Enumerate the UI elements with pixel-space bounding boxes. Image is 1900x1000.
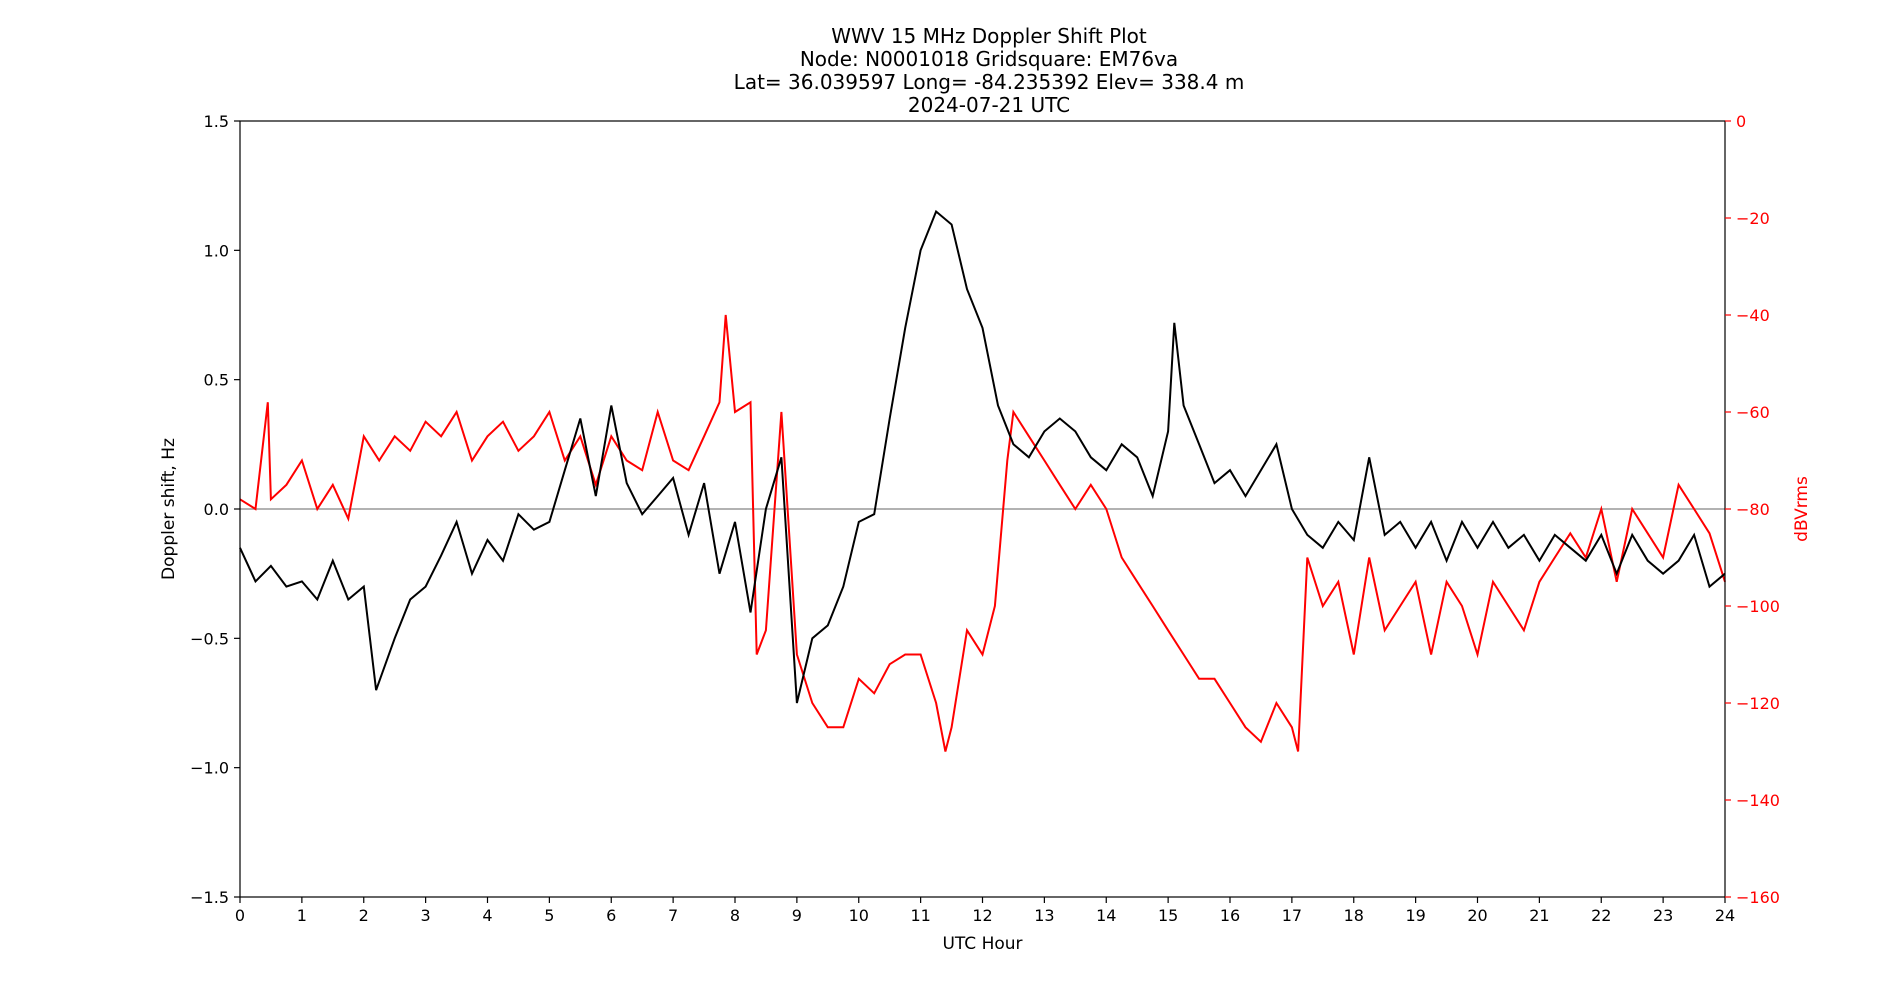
y-right-tick-label: −100 — [1736, 597, 1780, 616]
x-tick-label: 7 — [668, 906, 678, 925]
x-tick-label: 10 — [849, 906, 869, 925]
x-tick-label: 15 — [1158, 906, 1178, 925]
y-right-tick-label: −20 — [1736, 209, 1770, 228]
y-axis-label-left: Doppler shift, Hz — [159, 438, 179, 580]
x-tick-label: 6 — [606, 906, 616, 925]
y-left-tick-label: −0.5 — [190, 629, 229, 648]
x-tick-label: 3 — [421, 906, 431, 925]
chart-title-line-4: 2024-07-21 UTC — [908, 93, 1070, 117]
chart-title-line-1: WWV 15 MHz Doppler Shift Plot — [831, 24, 1147, 48]
x-axis-label: UTC Hour — [942, 934, 1022, 954]
x-tick-label: 18 — [1344, 906, 1364, 925]
x-tick-label: 13 — [1034, 906, 1054, 925]
y-left-tick-label: −1.0 — [190, 759, 229, 778]
x-tick-label: 21 — [1529, 906, 1549, 925]
x-tick-label: 12 — [972, 906, 992, 925]
power-series-line — [239, 314, 1726, 752]
y-right-tick-label: −140 — [1736, 791, 1780, 810]
y-right-tick-label: −80 — [1736, 500, 1770, 519]
y-right-tick-label: −60 — [1736, 403, 1770, 422]
y-left-tick-label: 0.0 — [204, 500, 229, 519]
x-tick-label: 0 — [235, 906, 245, 925]
y-left-tick-label: 0.5 — [204, 371, 229, 390]
x-tick-label: 20 — [1467, 906, 1487, 925]
y-right-tick-label: −160 — [1736, 888, 1780, 907]
y-left-tick-label: 1.5 — [204, 112, 229, 131]
x-tick-label: 1 — [297, 906, 307, 925]
y-axis-left: 1.5 1.0 0.5 0.0 −0.5 −1.0 −1.5 — [190, 112, 240, 907]
x-tick-label: 24 — [1715, 906, 1735, 925]
x-tick-label: 4 — [482, 906, 492, 925]
x-tick-label: 5 — [544, 906, 554, 925]
x-tick-label: 8 — [730, 906, 740, 925]
x-tick-label: 16 — [1220, 906, 1240, 925]
chart-title-line-2: Node: N0001018 Gridsquare: EM76va — [800, 47, 1178, 71]
y-right-tick-label: −120 — [1736, 694, 1780, 713]
x-axis: 0 1 2 3 4 5 6 7 8 9 10 11 12 13 14 15 16 17 18 19 20 21 22 23 24 — [235, 897, 1735, 925]
x-tick-label: 11 — [910, 906, 930, 925]
x-tick-label: 22 — [1591, 906, 1611, 925]
doppler-series-line — [239, 209, 1726, 704]
x-tick-label: 23 — [1653, 906, 1673, 925]
chart-title-line-3: Lat= 36.039597 Long= -84.235392 Elev= 33… — [734, 70, 1245, 94]
plot-area — [239, 120, 1726, 898]
x-tick-label: 2 — [359, 906, 369, 925]
y-left-tick-label: 1.0 — [204, 241, 229, 260]
chart-title: WWV 15 MHz Doppler Shift Plot Node: N000… — [734, 24, 1245, 117]
x-tick-label: 9 — [792, 906, 802, 925]
y-right-tick-label: −40 — [1736, 306, 1770, 325]
y-left-tick-label: −1.5 — [190, 888, 229, 907]
y-axis-label-right: dBVrms — [1792, 476, 1812, 542]
y-right-tick-label: 0 — [1736, 112, 1746, 131]
x-tick-label: 17 — [1282, 906, 1302, 925]
x-tick-label: 19 — [1405, 906, 1425, 925]
y-axis-right: 0 −20 −40 −60 −80 −100 −120 −140 −160 — [1725, 112, 1780, 907]
x-tick-label: 14 — [1096, 906, 1116, 925]
